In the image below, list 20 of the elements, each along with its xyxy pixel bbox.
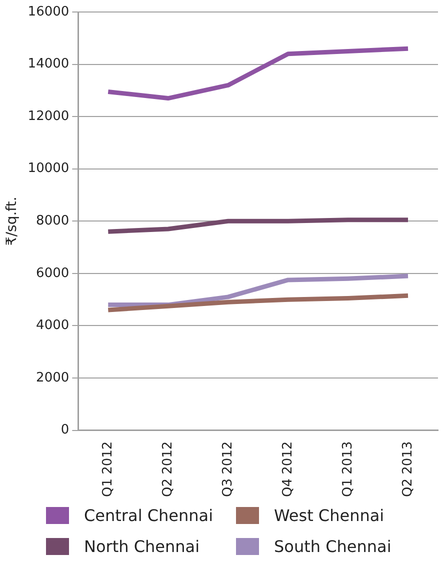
y-tick-label: 8000 <box>36 214 70 229</box>
y-tick-label: 4000 <box>36 318 70 334</box>
legend-label: West Chennai <box>274 506 384 525</box>
x-tick-label: Q2 2012 <box>160 441 176 498</box>
y-tick-label: 0 <box>60 422 70 438</box>
x-tick-label: Q1 2012 <box>100 441 116 498</box>
y-tick-label: 12000 <box>28 108 70 124</box>
x-tick-label: Q1 2013 <box>340 441 356 498</box>
legend-label: South Chennai <box>274 537 392 556</box>
y-axis-title: ₹/sq.ft. <box>4 196 20 246</box>
y-tick-label: 14000 <box>28 56 70 72</box>
x-tick-label: Q2 2013 <box>400 441 416 498</box>
legend-label: North Chennai <box>84 537 200 556</box>
y-tick-label: 10000 <box>28 161 70 176</box>
y-tick-label: 6000 <box>36 266 70 281</box>
x-tick-label: Q3 2012 <box>220 441 236 498</box>
y-tick-label: 2000 <box>36 370 70 386</box>
x-tick-label: Q4 2012 <box>280 441 296 498</box>
y-tick-label: 16000 <box>28 4 70 20</box>
legend-label: Central Chennai <box>84 506 214 525</box>
